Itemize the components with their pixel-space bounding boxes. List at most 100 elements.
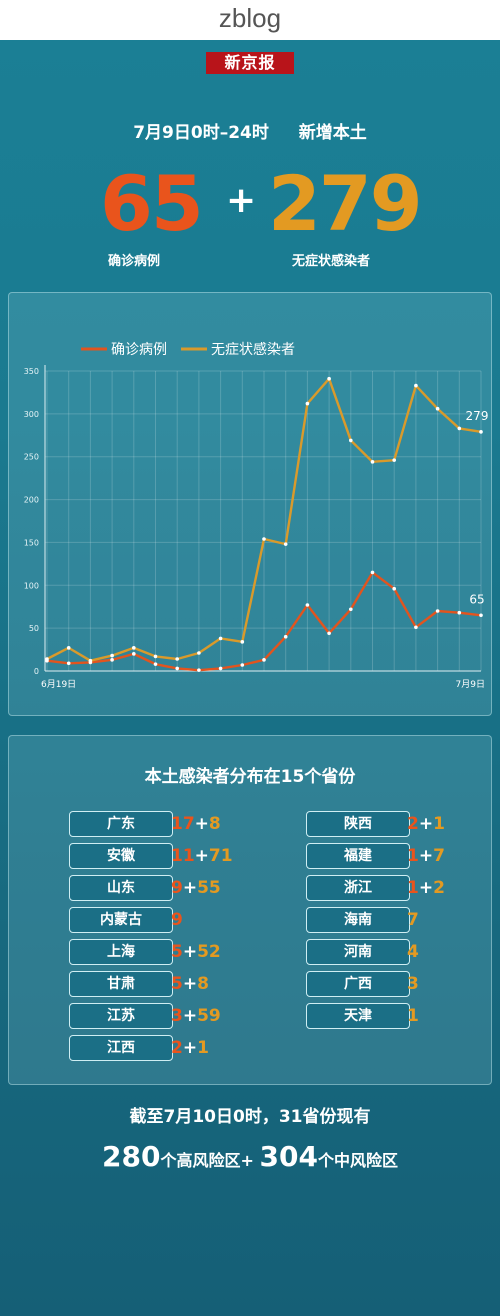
data-point — [370, 570, 375, 575]
confirmed-value: 2 — [407, 814, 419, 834]
province-value: 2+1 — [407, 812, 445, 836]
data-point — [153, 654, 158, 659]
plus-value: + — [182, 1038, 198, 1058]
province-value: 1+2 — [407, 876, 445, 900]
data-point — [240, 640, 245, 644]
footer-line1: 截至7月10日0时，31省份现有 — [129, 1107, 371, 1127]
x-tick-label: 6月19日 — [41, 679, 76, 690]
confirmed-value: 9 — [171, 878, 183, 898]
asymptomatic-value: 7 — [407, 910, 419, 930]
y-tick-label: 150 — [24, 538, 39, 547]
data-point — [392, 458, 397, 462]
province-label: 上海 — [69, 939, 173, 965]
legend-label: 无症状感染者 — [211, 341, 295, 358]
plus-value: + — [182, 974, 198, 994]
y-tick-label: 300 — [24, 410, 39, 419]
data-point — [132, 652, 136, 656]
chart-panel: 0 50 100 150 200 250 300 350 6月19日 7月9日 确诊病例 无症状感染者… — [8, 292, 492, 716]
confirmed-value: 2 — [171, 1038, 183, 1058]
confirmed-value: 1 — [407, 878, 419, 898]
province-value: 11+71 — [171, 844, 233, 868]
province-value: 9+55 — [171, 876, 221, 900]
data-point — [305, 401, 310, 406]
data-point — [349, 607, 353, 612]
confirmed-value: 5 — [171, 942, 183, 962]
province-label: 天津 — [306, 1003, 410, 1029]
province-value: 4 — [407, 940, 419, 964]
infographic-background — [0, 40, 500, 1316]
plus-value: + — [418, 878, 434, 898]
province-label: 广东 — [69, 811, 173, 837]
province-label: 内蒙古 — [69, 907, 173, 933]
data-point — [457, 426, 462, 431]
data-point — [240, 663, 245, 667]
legend-label: 确诊病例 — [111, 342, 167, 358]
data-point — [66, 661, 71, 666]
province-value: 17+8 — [171, 812, 221, 836]
data-point — [305, 603, 310, 607]
data-point — [218, 666, 223, 671]
headline-date: 7月9日0时–24时 — [133, 123, 269, 143]
mid-risk-count: 304 — [259, 1140, 318, 1173]
asymptomatic-value: 71 — [208, 846, 233, 866]
province-label: 山东 — [69, 875, 173, 901]
data-point — [479, 430, 483, 434]
province-value: 1 — [407, 1004, 419, 1028]
data-point — [66, 646, 71, 650]
province-value: 2+1 — [171, 1036, 209, 1060]
end-value-label: 65 — [469, 592, 484, 606]
data-point — [197, 668, 201, 672]
province-label: 安徽 — [69, 843, 173, 869]
asymptomatic-value: 1 — [407, 1006, 419, 1026]
asymptomatic-value: 1 — [197, 1038, 209, 1058]
plus-value: + — [418, 814, 434, 834]
province-label: 河南 — [306, 939, 410, 965]
asymptomatic-value: 52 — [197, 942, 221, 962]
confirmed-value: 5 — [171, 974, 183, 994]
province-value: 9 — [171, 908, 183, 932]
data-point — [262, 658, 266, 662]
asymptomatic-label: 无症状感染者 — [292, 254, 371, 269]
asymptomatic-value: 1 — [433, 814, 445, 834]
confirmed-value: 3 — [171, 1006, 183, 1026]
data-point — [197, 651, 201, 655]
y-tick-label: 100 — [24, 581, 39, 590]
plus-sign: + — [226, 180, 257, 221]
high-risk-label: 个高风险区 — [160, 1151, 241, 1170]
data-point — [262, 537, 266, 541]
province-label: 江西 — [69, 1035, 173, 1061]
province-value: 5+8 — [171, 972, 209, 996]
province-value: 1+7 — [407, 844, 445, 868]
footer-plus: + — [240, 1151, 254, 1170]
data-point — [132, 646, 136, 650]
data-point — [153, 662, 158, 666]
confirmed-count: 65 — [100, 159, 204, 248]
asymptomatic-value: 4 — [407, 942, 419, 962]
data-point — [283, 542, 288, 546]
data-point — [45, 657, 49, 661]
asymptomatic-value: 55 — [197, 878, 221, 898]
plus-value: + — [418, 846, 434, 866]
site-title: zblog — [218, 3, 282, 33]
data-point — [283, 634, 288, 639]
province-label: 陕西 — [306, 811, 410, 837]
x-tick-label: 7月9日 — [456, 679, 485, 690]
confirmed-value: 11 — [171, 846, 195, 866]
confirmed-value: 1 — [407, 846, 419, 866]
province-label: 福建 — [306, 843, 410, 869]
trend-line-chart: 0 50 100 150 200 250 300 350 6月19日 7月9日 确诊病例 无症状感染者… — [24, 341, 489, 690]
page-title-bar: zblog — [0, 0, 500, 40]
data-point — [414, 383, 418, 388]
data-point — [175, 657, 179, 661]
data-point — [414, 625, 418, 630]
data-point — [110, 653, 114, 658]
asymptomatic-value: 3 — [407, 974, 419, 994]
data-point — [435, 406, 440, 411]
y-tick-label: 350 — [24, 367, 39, 376]
y-tick-label: 50 — [29, 624, 39, 633]
high-risk-count: 280 — [102, 1140, 161, 1173]
plus-value: + — [182, 942, 198, 962]
plus-value: + — [194, 846, 209, 866]
y-tick-label: 250 — [24, 453, 39, 462]
plus-value: + — [182, 1006, 198, 1026]
